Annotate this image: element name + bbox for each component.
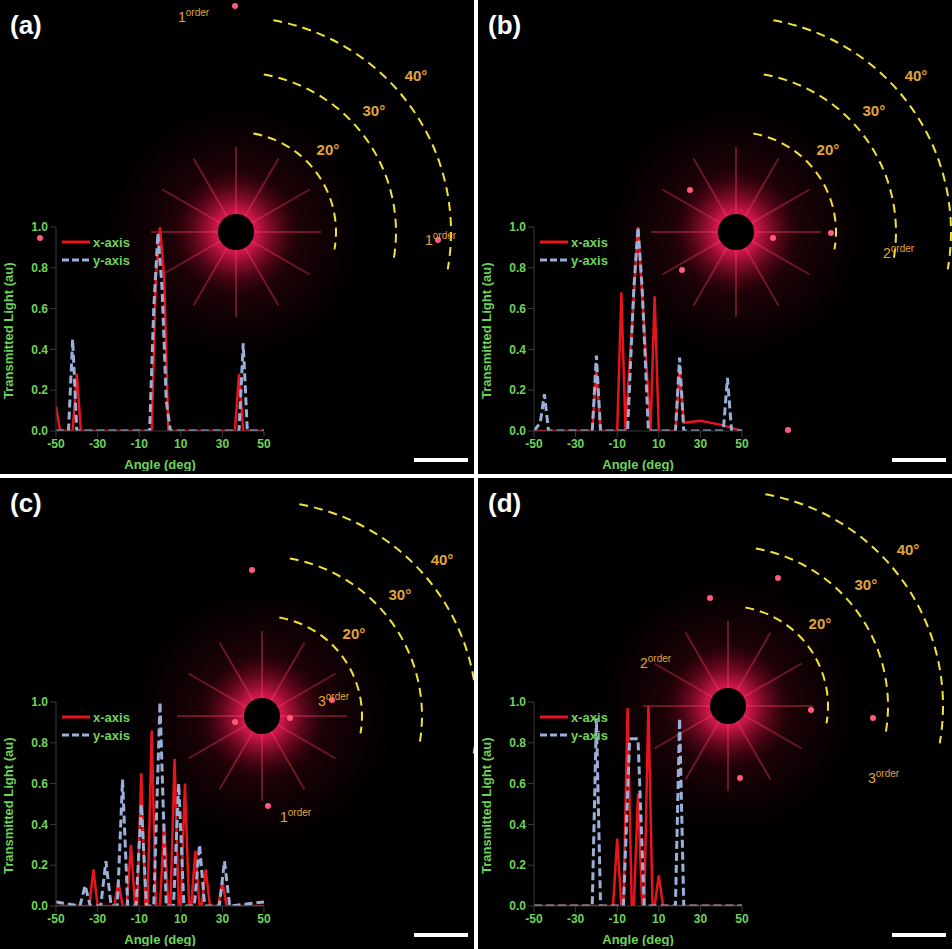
svg-text:0.0: 0.0 (509, 899, 526, 913)
svg-text:1order: 1order (178, 7, 210, 25)
svg-text:(a): (a) (10, 10, 42, 40)
svg-text:0.8: 0.8 (31, 736, 48, 750)
svg-text:1.0: 1.0 (509, 695, 526, 709)
svg-text:-30: -30 (567, 912, 585, 926)
svg-text:10: 10 (652, 437, 666, 451)
svg-text:40°: 40° (405, 67, 428, 84)
svg-text:30°: 30° (389, 586, 412, 603)
svg-text:50: 50 (257, 437, 271, 451)
svg-text:0.0: 0.0 (31, 424, 48, 438)
svg-text:Transmitted Light (au): Transmitted Light (au) (479, 738, 494, 875)
svg-text:(c): (c) (10, 488, 42, 518)
svg-text:40°: 40° (431, 551, 454, 568)
svg-text:20°: 20° (317, 141, 340, 158)
svg-text:-50: -50 (47, 437, 65, 451)
svg-text:0.6: 0.6 (31, 777, 48, 791)
svg-text:30°: 30° (855, 576, 878, 593)
svg-text:(b): (b) (488, 10, 521, 40)
svg-text:30°: 30° (863, 102, 886, 119)
svg-text:-30: -30 (89, 437, 107, 451)
svg-text:Angle (deg): Angle (deg) (602, 932, 674, 946)
svg-text:1order: 1order (425, 230, 457, 248)
svg-text:2order: 2order (883, 243, 915, 261)
svg-text:0.0: 0.0 (509, 424, 526, 438)
svg-text:20°: 20° (343, 625, 366, 642)
svg-text:20°: 20° (817, 141, 840, 158)
svg-text:0.8: 0.8 (31, 261, 48, 275)
svg-text:0.2: 0.2 (509, 383, 526, 397)
svg-text:1order: 1order (280, 807, 312, 825)
html-text:x-axis: x-axis (93, 709, 130, 725)
svg-text:0.0: 0.0 (31, 899, 48, 913)
svg-text:10: 10 (174, 912, 188, 926)
svg-text:3order: 3order (318, 691, 350, 709)
svg-text:Angle (deg): Angle (deg) (602, 457, 674, 471)
svg-text:1.0: 1.0 (509, 220, 526, 234)
svg-text:30: 30 (216, 437, 230, 451)
svg-text:20°: 20° (809, 615, 832, 632)
svg-text:0.4: 0.4 (31, 343, 48, 357)
svg-text:-50: -50 (525, 912, 543, 926)
html-text:x-axis: x-axis (93, 234, 130, 250)
svg-text:30: 30 (694, 912, 708, 926)
html-text:x-axis: x-axis (571, 234, 608, 250)
svg-text:10: 10 (652, 912, 666, 926)
svg-text:-10: -10 (609, 912, 627, 926)
svg-text:0.2: 0.2 (31, 858, 48, 872)
svg-text:Angle (deg): Angle (deg) (124, 932, 196, 946)
svg-text:0.2: 0.2 (31, 383, 48, 397)
svg-text:0.8: 0.8 (509, 736, 526, 750)
svg-text:50: 50 (735, 437, 749, 451)
svg-text:1.0: 1.0 (31, 220, 48, 234)
svg-text:10: 10 (174, 437, 188, 451)
svg-text:Transmitted Light (au): Transmitted Light (au) (1, 263, 16, 400)
svg-text:0.2: 0.2 (509, 858, 526, 872)
svg-text:Transmitted Light (au): Transmitted Light (au) (1, 738, 16, 875)
svg-text:-10: -10 (131, 437, 149, 451)
svg-text:-10: -10 (609, 437, 627, 451)
svg-text:(d): (d) (488, 488, 521, 518)
html-text:y-axis: y-axis (93, 727, 130, 743)
svg-text:-30: -30 (89, 912, 107, 926)
svg-text:30: 30 (216, 912, 230, 926)
svg-text:30°: 30° (363, 102, 386, 119)
html-text:x-axis: x-axis (571, 709, 608, 725)
svg-text:30: 30 (694, 437, 708, 451)
html-text:y-axis: y-axis (571, 252, 608, 268)
svg-text:0.4: 0.4 (509, 343, 526, 357)
svg-text:0.6: 0.6 (509, 777, 526, 791)
svg-text:-50: -50 (47, 912, 65, 926)
html-text:y-axis: y-axis (571, 727, 608, 743)
html-text:y-axis: y-axis (93, 252, 130, 268)
svg-text:-50: -50 (525, 437, 543, 451)
svg-text:Transmitted Light (au): Transmitted Light (au) (479, 263, 494, 400)
svg-text:-10: -10 (131, 912, 149, 926)
svg-text:3order: 3order (868, 768, 900, 786)
svg-text:2order: 2order (640, 653, 672, 671)
svg-text:40°: 40° (905, 67, 928, 84)
svg-text:50: 50 (735, 912, 749, 926)
svg-text:0.6: 0.6 (509, 302, 526, 316)
svg-text:-30: -30 (567, 437, 585, 451)
svg-text:0.4: 0.4 (509, 818, 526, 832)
svg-text:1.0: 1.0 (31, 695, 48, 709)
svg-text:0.8: 0.8 (509, 261, 526, 275)
svg-text:0.6: 0.6 (31, 302, 48, 316)
svg-text:40°: 40° (897, 541, 920, 558)
svg-text:0.4: 0.4 (31, 818, 48, 832)
svg-text:50: 50 (257, 912, 271, 926)
svg-text:Angle (deg): Angle (deg) (124, 457, 196, 471)
